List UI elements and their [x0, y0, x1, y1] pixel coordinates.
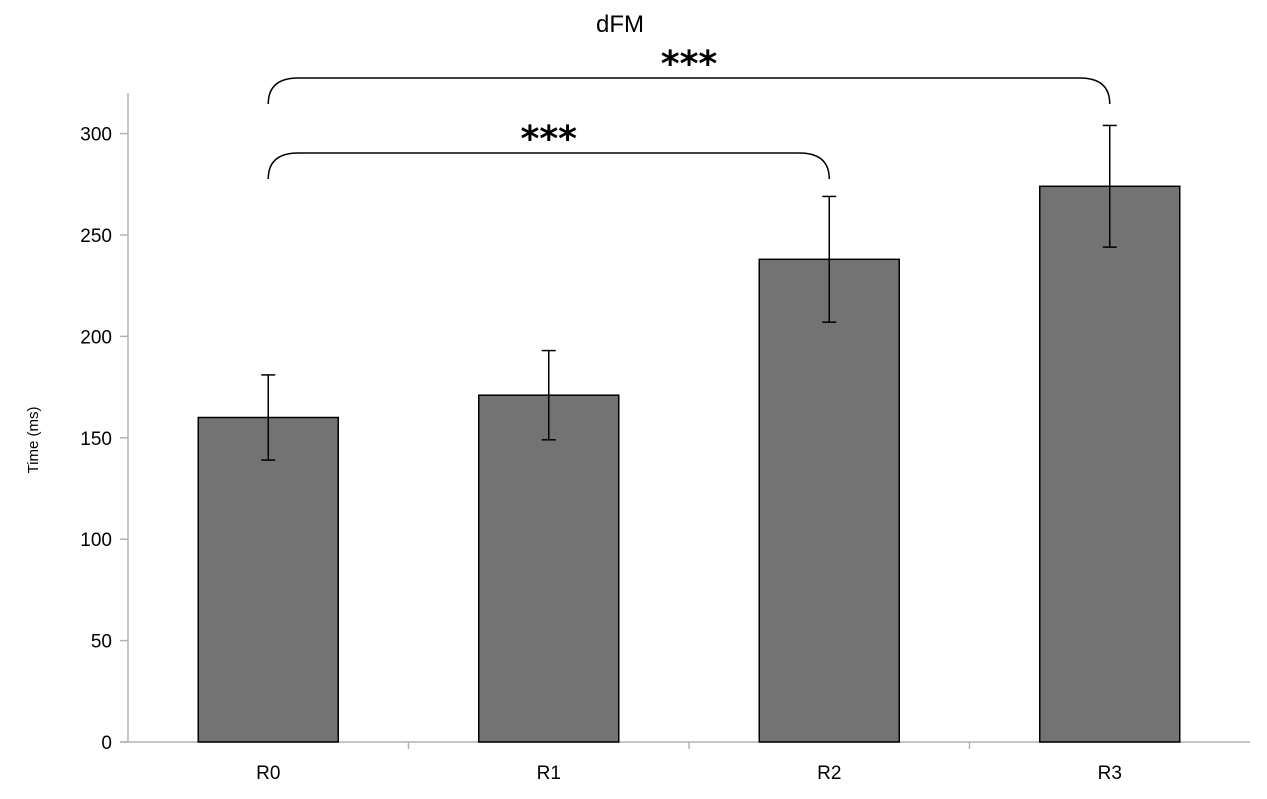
y-tick-label: 250 — [80, 226, 112, 247]
y-tick-label: 150 — [80, 429, 112, 450]
x-tick-label-R3: R3 — [1098, 763, 1122, 784]
significance-brackets: *** *** — [267, 44, 1111, 180]
chart-title: dFM — [596, 11, 644, 38]
bar-R0 — [197, 416, 339, 743]
x-tick-labels: R0 R1 R2 R3 — [256, 763, 1122, 784]
bar-R3 — [1039, 185, 1181, 743]
y-tick-label: 100 — [80, 530, 112, 551]
x-tick-label-R0: R0 — [256, 763, 280, 784]
error-bars — [261, 124, 1117, 461]
x-tick-label-R2: R2 — [817, 763, 841, 784]
y-tick-label: 50 — [91, 632, 112, 653]
significance-label: *** — [521, 119, 578, 160]
bar-R1 — [478, 394, 620, 743]
y-axis-label: Time (ms) — [25, 407, 42, 474]
significance-bracket-R0-R3 — [267, 77, 1111, 105]
y-ticks: 0 50 100 150 200 250 300 — [80, 125, 128, 754]
bars — [197, 185, 1181, 743]
x-tick-label-R1: R1 — [537, 763, 561, 784]
y-tick-label: 0 — [101, 733, 112, 754]
bar-R2 — [758, 258, 900, 743]
y-tick-label: 200 — [80, 327, 112, 348]
significance-label: *** — [661, 44, 718, 85]
y-tick-label: 300 — [80, 125, 112, 146]
significance-bracket-R0-R2 — [267, 152, 830, 180]
